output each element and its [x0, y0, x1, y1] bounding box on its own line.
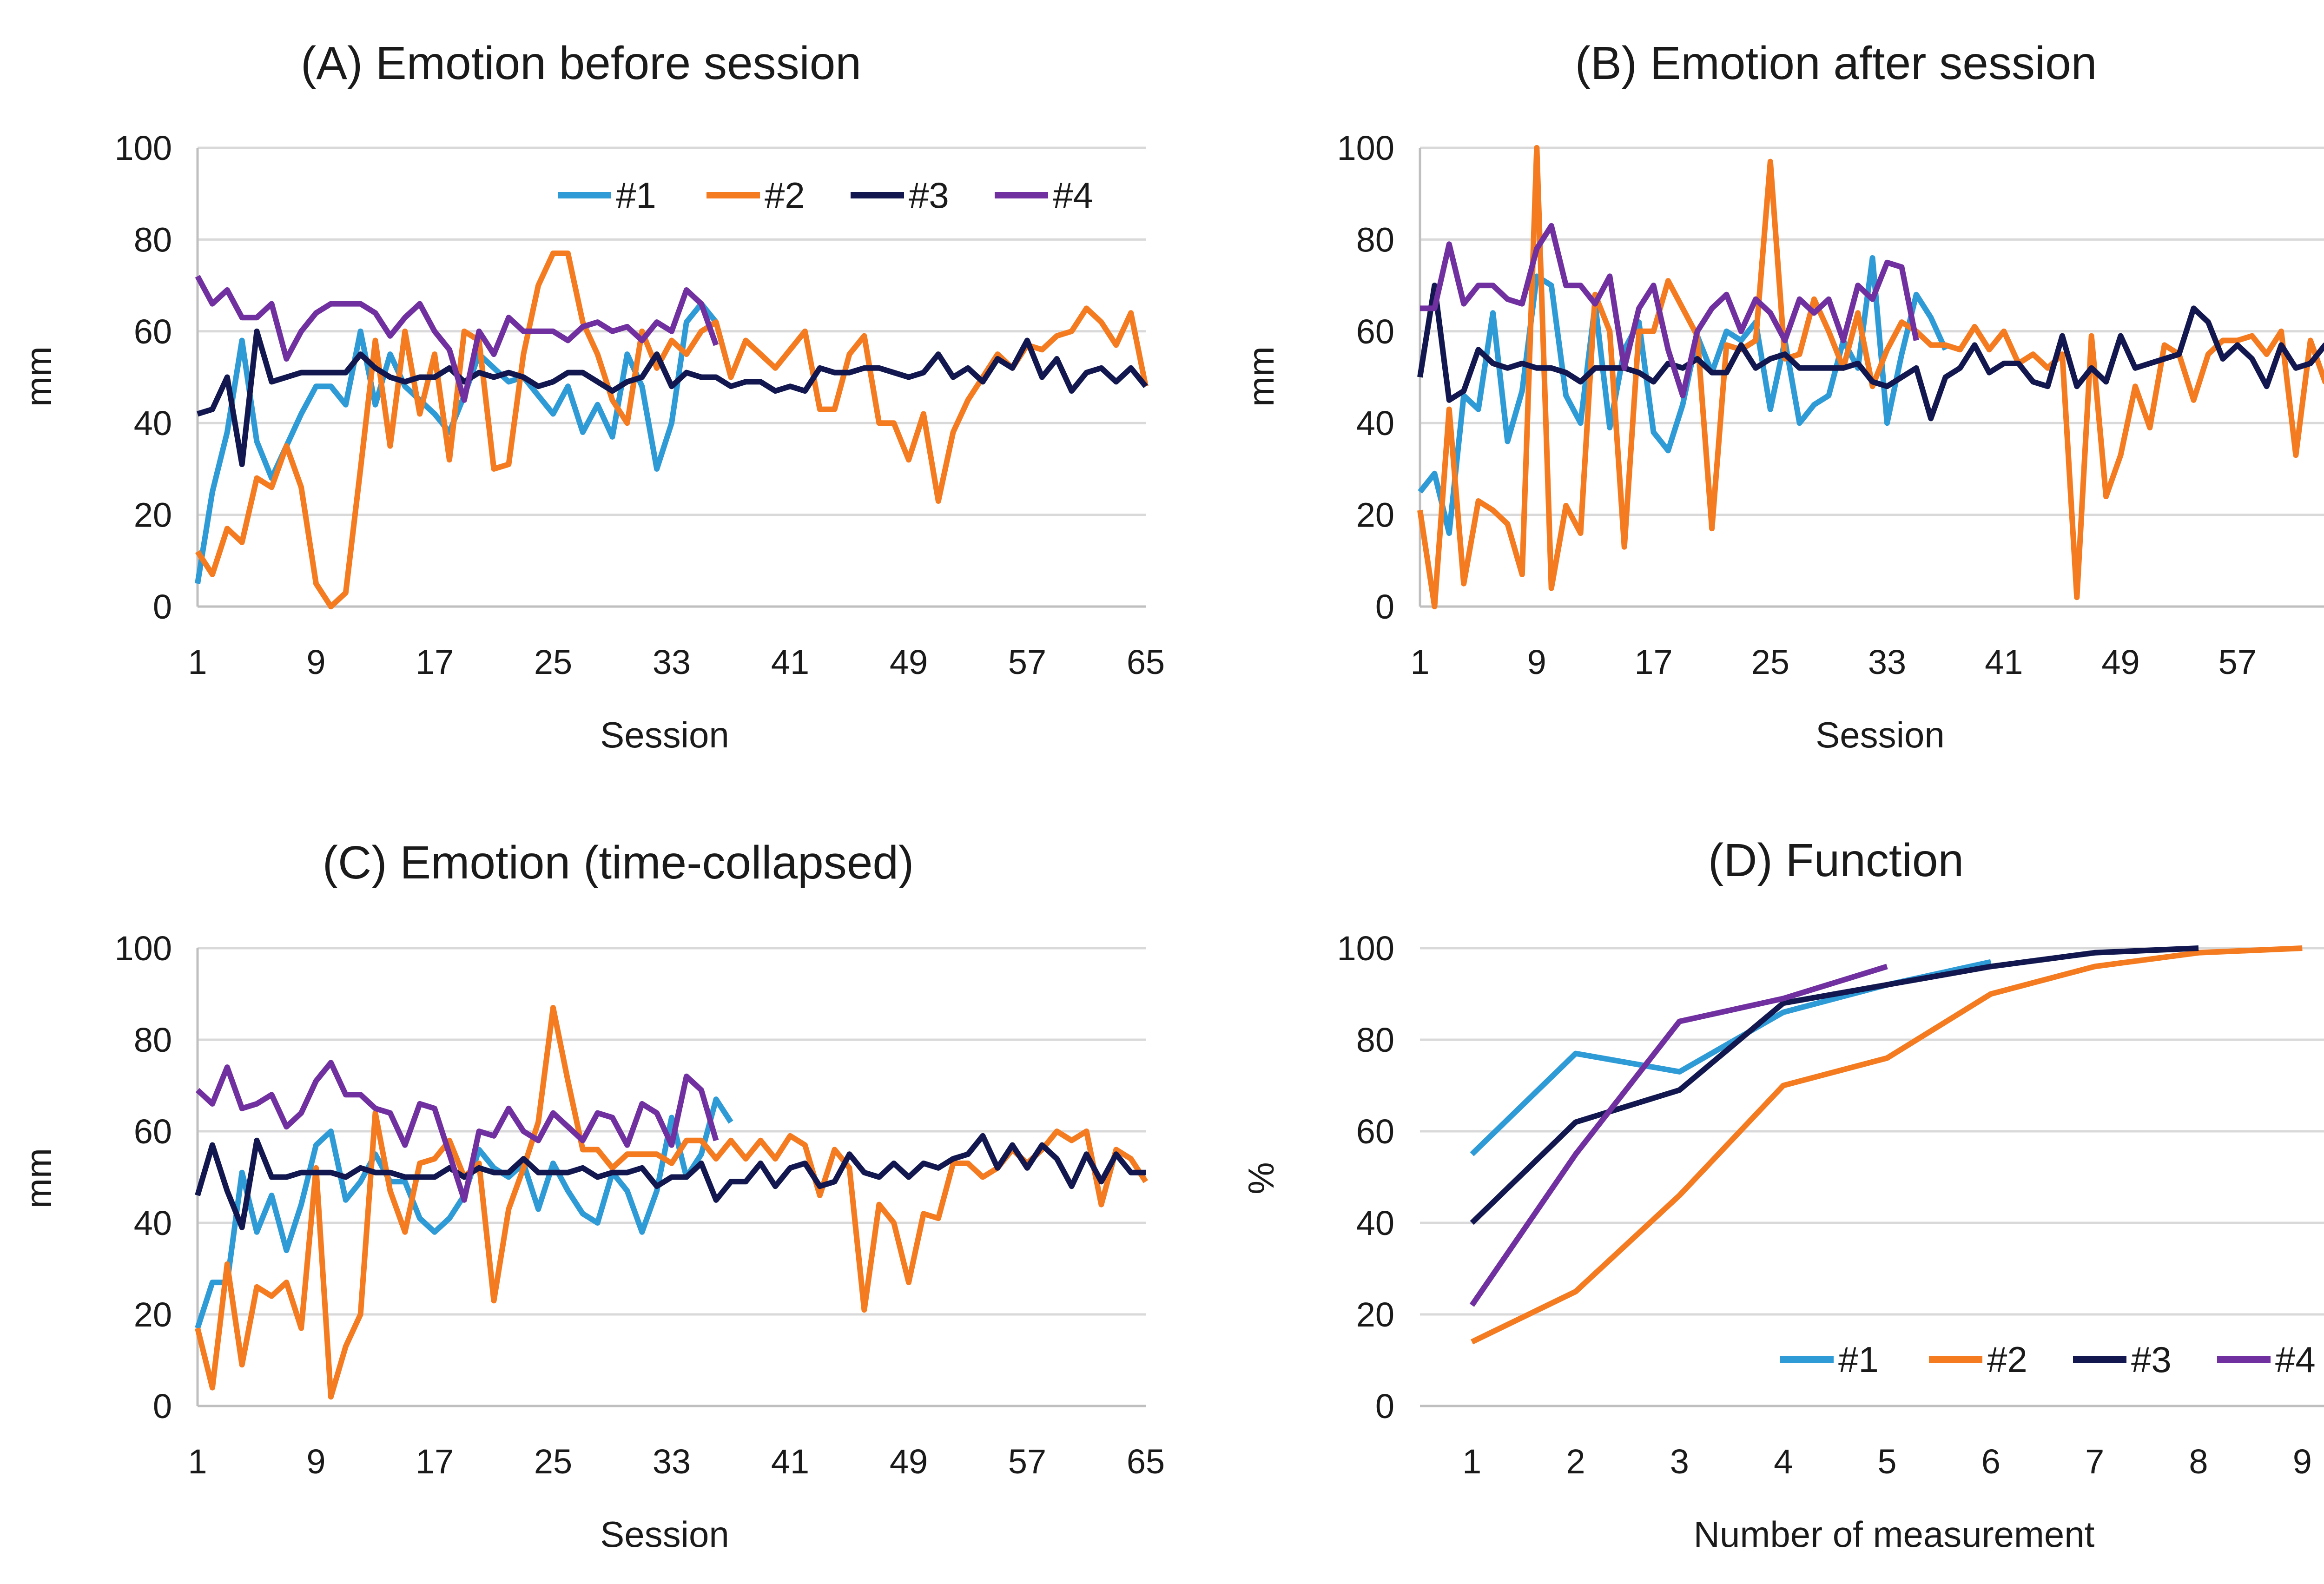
y-tick-label: 100 — [115, 129, 172, 167]
x-tick-label: 9 — [2293, 1442, 2312, 1481]
legend-label: #1 — [1838, 1339, 1879, 1380]
chart-panel-a: 0 20 40 60 80 100 1 9 17 25 33 41 49 57 65 (A) Emotion … — [18, 37, 1165, 755]
series-line-3 — [1417, 283, 2324, 422]
y-tick-label: 60 — [1356, 1112, 1394, 1151]
series-line-1 — [1470, 959, 1992, 1156]
y-tick-label: 0 — [1375, 1387, 1394, 1426]
y-axis-title: mm — [18, 346, 59, 407]
x-axis-title: Session — [1816, 714, 1945, 755]
x-axis-title: Session — [600, 714, 729, 755]
x-tick-label: 57 — [2218, 643, 2257, 681]
series-line-4 — [195, 1060, 719, 1203]
x-tick-label: 9 — [1527, 643, 1546, 681]
x-tick-label: 3 — [1670, 1442, 1689, 1481]
y-tick-label: 100 — [1337, 929, 1394, 968]
legend-label: #2 — [765, 175, 805, 216]
y-tick-label: 60 — [1356, 312, 1394, 351]
y-tick-label: 60 — [134, 1112, 172, 1151]
x-tick-label: 7 — [2085, 1442, 2104, 1481]
y-axis-title: % — [1241, 1162, 1281, 1194]
legend-label: #1 — [616, 175, 656, 216]
legend-label: #3 — [2131, 1339, 2172, 1380]
x-tick-label: 2 — [1566, 1442, 1585, 1481]
y-tick-label: 80 — [134, 1021, 172, 1059]
y-tick-label: 80 — [1356, 220, 1394, 259]
y-tick-label: 20 — [1356, 1295, 1394, 1334]
legend: #1 #2 #3 #4 — [558, 175, 1093, 216]
x-tick-label: 41 — [1985, 643, 2023, 681]
chart-title: (B) Emotion after session — [1575, 37, 2097, 89]
y-tick-label: 0 — [153, 1387, 172, 1426]
x-tick-label: 1 — [1462, 1442, 1481, 1481]
y-tick-label: 40 — [1356, 404, 1394, 442]
x-tick-label: 17 — [416, 643, 454, 681]
y-tick-label: 0 — [153, 587, 172, 626]
x-tick-label: 17 — [416, 1442, 454, 1481]
y-axis-title: mm — [1241, 346, 1281, 407]
x-tick-label: 1 — [1410, 643, 1429, 681]
x-tick-label: 9 — [306, 643, 325, 681]
series-line-3 — [197, 328, 1148, 467]
y-tick-label: 20 — [134, 1295, 172, 1334]
y-tick-label: 80 — [134, 220, 172, 259]
chart-panel-d: 0 20 40 60 80 100 1 2 3 4 5 6 7 8 9 (D) Function Number … — [1241, 834, 2324, 1555]
y-tick-label: 20 — [134, 496, 172, 535]
x-tick-label: 25 — [534, 1442, 572, 1481]
y-tick-label: 40 — [134, 1204, 172, 1242]
x-tick-label: 49 — [890, 1442, 928, 1481]
series-line-2 — [1417, 145, 2324, 609]
x-tick-label: 25 — [534, 643, 572, 681]
legend: #1 #2 #3 #4 — [1780, 1339, 2316, 1380]
legend-label: #2 — [1987, 1339, 2027, 1380]
x-tick-label: 25 — [1751, 643, 1789, 681]
x-tick-label: 1 — [188, 1442, 207, 1481]
y-tick-label: 60 — [134, 312, 172, 351]
x-tick-label: 49 — [2101, 643, 2139, 681]
y-tick-label: 0 — [1375, 587, 1394, 626]
series-line-1 — [1418, 255, 1948, 536]
x-tick-label: 33 — [653, 1442, 691, 1481]
y-tick-label: 100 — [1337, 129, 1394, 167]
y-tick-label: 20 — [1356, 496, 1394, 535]
series-line-4 — [195, 275, 719, 403]
x-tick-label: 49 — [890, 643, 928, 681]
chart-panel-c: 0 20 40 60 80 100 1 9 17 25 33 41 49 57 65 (C) Emotion … — [18, 837, 1165, 1555]
series-line-2 — [195, 1005, 1149, 1400]
x-tick-label: 17 — [1634, 643, 1672, 681]
legend-label: #3 — [909, 175, 949, 216]
series-line-3 — [195, 1133, 1146, 1230]
chart-title: (A) Emotion before session — [301, 37, 861, 89]
y-tick-label: 40 — [134, 404, 172, 442]
x-tick-label: 41 — [771, 1442, 809, 1481]
y-tick-label: 40 — [1356, 1204, 1394, 1242]
series-line-2 — [1471, 945, 2303, 1345]
x-tick-label: 65 — [1127, 1442, 1165, 1481]
chart-title: (D) Function — [1708, 834, 1964, 886]
x-axis-title: Session — [600, 1514, 729, 1555]
x-tick-label: 41 — [771, 643, 809, 681]
x-axis-title: Number of measurement — [1694, 1514, 2095, 1555]
legend-label: #4 — [1053, 175, 1093, 216]
x-tick-label: 65 — [1127, 643, 1165, 681]
chart-title: (C) Emotion (time-collapsed) — [323, 837, 914, 889]
x-tick-label: 57 — [1008, 1442, 1046, 1481]
x-tick-label: 6 — [1981, 1442, 2000, 1481]
x-tick-label: 1 — [188, 643, 207, 681]
x-tick-label: 9 — [306, 1442, 325, 1481]
series-line-3 — [1470, 945, 2199, 1225]
series-line-4 — [1420, 223, 1919, 398]
series-line-4 — [1469, 964, 1888, 1307]
x-tick-label: 5 — [1877, 1442, 1896, 1481]
x-tick-label: 33 — [653, 643, 691, 681]
y-tick-label: 100 — [115, 929, 172, 968]
y-axis-title: mm — [18, 1148, 59, 1208]
x-tick-label: 57 — [1008, 643, 1046, 681]
legend-label: #4 — [2275, 1339, 2316, 1380]
x-tick-label: 33 — [1868, 643, 1906, 681]
x-tick-label: 4 — [1774, 1442, 1793, 1481]
y-tick-label: 80 — [1356, 1021, 1394, 1059]
x-tick-label: 8 — [2189, 1442, 2208, 1481]
